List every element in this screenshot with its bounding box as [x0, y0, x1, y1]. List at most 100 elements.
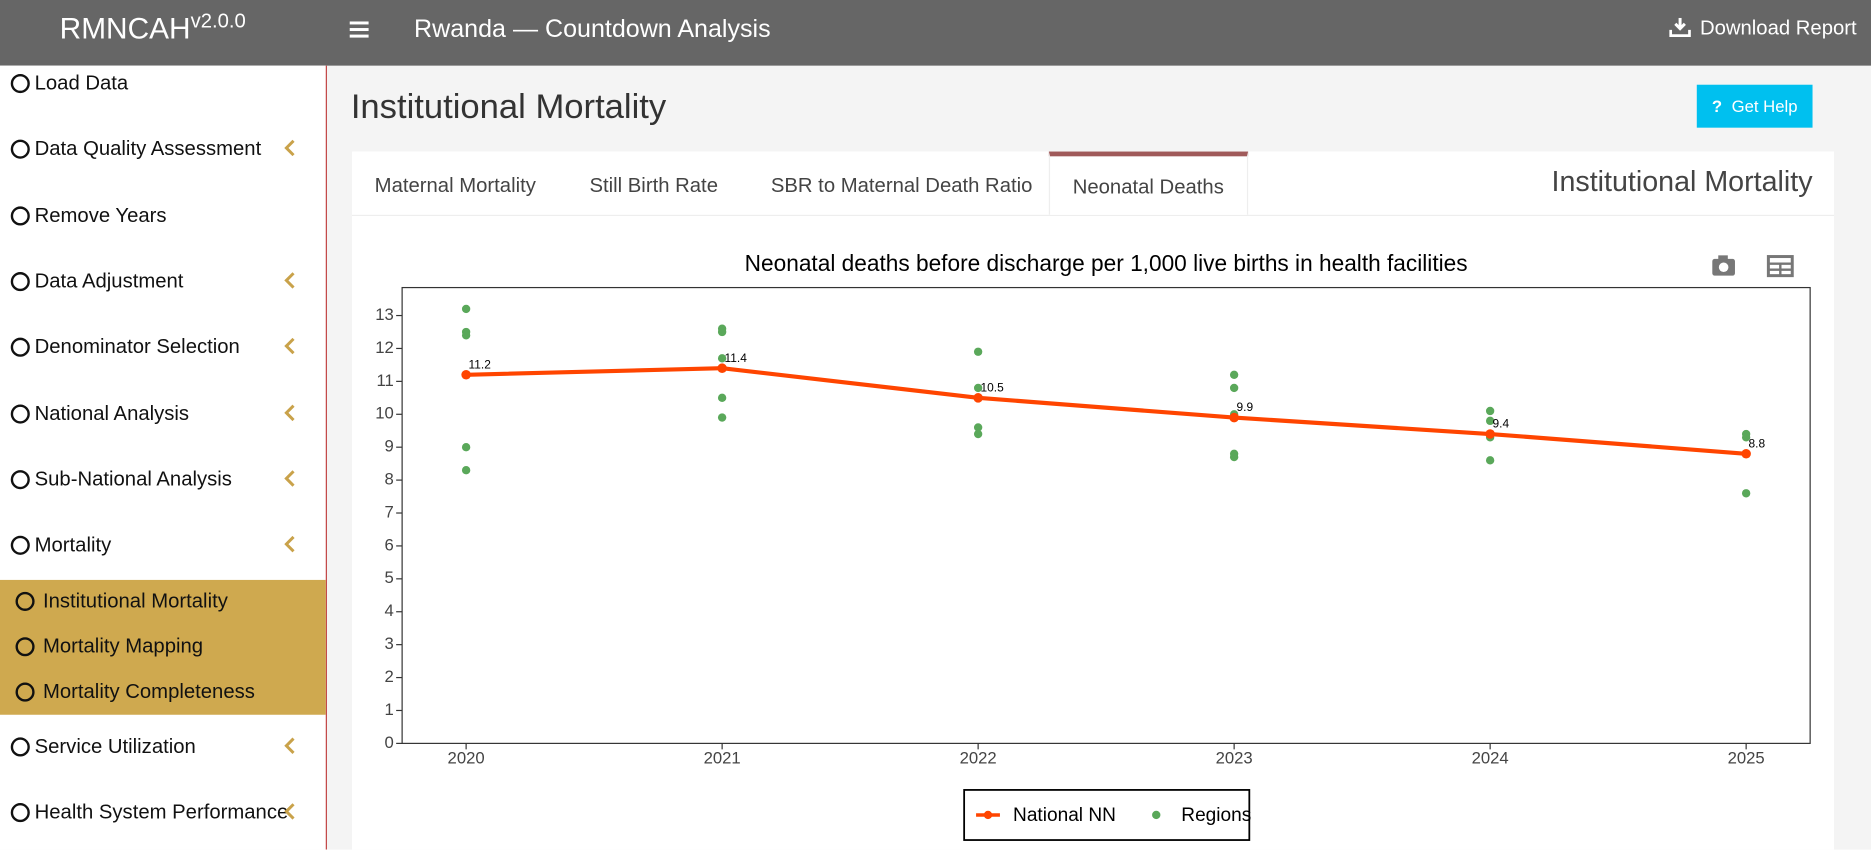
chevron [284, 272, 295, 289]
icon-shape [10, 205, 30, 226]
menu-label: Remove Years [34, 203, 167, 227]
menu-item[interactable]: Institutional Mortality [0, 583, 326, 619]
icon-shape [10, 337, 30, 358]
tab[interactable]: Neonatal Deaths [1048, 151, 1248, 215]
menu-label: Service Utilization [34, 735, 196, 758]
region-point [973, 429, 983, 439]
download-label: Download Report [1699, 16, 1857, 40]
camera-icon[interactable] [1712, 255, 1735, 276]
menu-icon [10, 337, 30, 358]
menu-icon [10, 535, 30, 555]
region-point [717, 327, 727, 337]
chevron-shape [284, 404, 295, 421]
x-tick-label: 2021 [704, 748, 741, 767]
menu-icon [10, 73, 30, 94]
menu-label: Health System Performance [34, 801, 289, 824]
y-tick-label: 9 [384, 437, 393, 456]
chevron [284, 338, 295, 355]
region-point [973, 423, 983, 432]
menu-label: Mortality [34, 533, 112, 557]
data-label: 11.2 [469, 357, 492, 371]
chevron [284, 536, 295, 553]
icon-shape [15, 682, 35, 702]
chart-title: Neonatal deaths before discharge per 1,0… [745, 250, 1468, 276]
menu-item[interactable]: Service Utilization [0, 729, 326, 765]
menu-item[interactable]: Data Adjustment [0, 264, 326, 300]
menu-item[interactable]: National Analysis [0, 396, 326, 432]
menu-item[interactable]: Health System Performance [0, 795, 326, 831]
x-tick-label: 2024 [1472, 748, 1509, 767]
icon-shape [10, 535, 30, 555]
chevron-shape [284, 803, 295, 820]
tab[interactable]: SBR to Maternal Death Ratio [770, 174, 1033, 197]
menu-label: Denominator Selection [34, 335, 240, 359]
menu-icon [10, 737, 30, 757]
region-point [1229, 452, 1239, 462]
menu-icon [10, 469, 30, 489]
region-point [461, 331, 471, 340]
menu-toggle[interactable] [349, 20, 369, 39]
y-tick-label: 3 [384, 634, 393, 653]
menu-label: Load Data [34, 71, 129, 95]
tab[interactable]: Still Birth Rate [589, 174, 718, 197]
legend-box [963, 789, 1251, 841]
legend-label: Regions [1181, 805, 1251, 826]
national-line [466, 366, 1747, 456]
y-tick-label: 11 [376, 371, 393, 390]
icon-shape [10, 803, 30, 823]
version: v2.0.0 [190, 9, 246, 33]
brand-name: RMNCAH [59, 12, 191, 46]
data-label: 10.5 [981, 380, 1005, 394]
data-label: 9.9 [1237, 400, 1254, 414]
menu-icon [10, 271, 30, 292]
tab[interactable]: Maternal Mortality [374, 174, 536, 197]
menu-icon [15, 591, 35, 611]
icon-shape [15, 637, 35, 657]
region-point [973, 347, 983, 356]
line-point [717, 363, 727, 373]
menu-item[interactable]: Load Data [0, 66, 326, 102]
menu-item[interactable]: Mortality Completeness [0, 674, 326, 710]
region-point [1229, 383, 1239, 393]
menu-item[interactable]: Denominator Selection [0, 330, 326, 366]
y-tick-label: 12 [375, 338, 394, 357]
y-tick-label: 5 [384, 568, 393, 587]
download-report[interactable]: Download Report [1668, 16, 1857, 41]
menu-icon [10, 403, 30, 424]
sidebar: Load Data Data Quality Assessment Remove Y… [0, 65, 327, 850]
help-button[interactable]: ? Get Help [1696, 84, 1813, 128]
legend-dot [983, 810, 993, 820]
menu-label: Data Adjustment [34, 269, 184, 293]
y-tick-label: 7 [384, 502, 393, 521]
menu-label: Sub-National Analysis [34, 467, 232, 491]
menu-item[interactable]: Sub-National Analysis [0, 462, 326, 498]
region-point [461, 304, 471, 314]
line-point [461, 370, 471, 380]
chevron-shape [284, 140, 295, 157]
box-title: Institutional Mortality [1551, 165, 1813, 199]
app-title: Rwanda — Countdown Analysis [414, 15, 771, 43]
region-point [973, 383, 983, 393]
menu-label: Institutional Mortality [42, 589, 228, 613]
line-point [1741, 448, 1751, 459]
data-label: 8.8 [1749, 436, 1766, 450]
chart: Neonatal deaths before discharge per 1,0… [375, 250, 1811, 841]
chevron-shape [284, 470, 295, 487]
menu-item[interactable]: Remove Years [0, 198, 326, 234]
menu-label: Data Quality Assessment [34, 137, 262, 161]
y-tick-label: 13 [375, 305, 394, 324]
chevron-shape [284, 338, 295, 355]
y-tick-label: 0 [384, 733, 393, 752]
table-icon[interactable] [1766, 255, 1794, 278]
region-point [717, 354, 727, 363]
menu-item[interactable]: Data Quality Assessment [0, 132, 326, 168]
region-point [1485, 406, 1495, 416]
menu-item[interactable]: Mortality [0, 528, 326, 564]
region-point [1485, 416, 1495, 426]
menu-label: Mortality Mapping [42, 634, 204, 658]
icon-shape [10, 469, 30, 489]
menu-item[interactable]: Mortality Mapping [0, 629, 326, 665]
menu-icon [15, 637, 35, 657]
submenu-bg [0, 579, 326, 715]
